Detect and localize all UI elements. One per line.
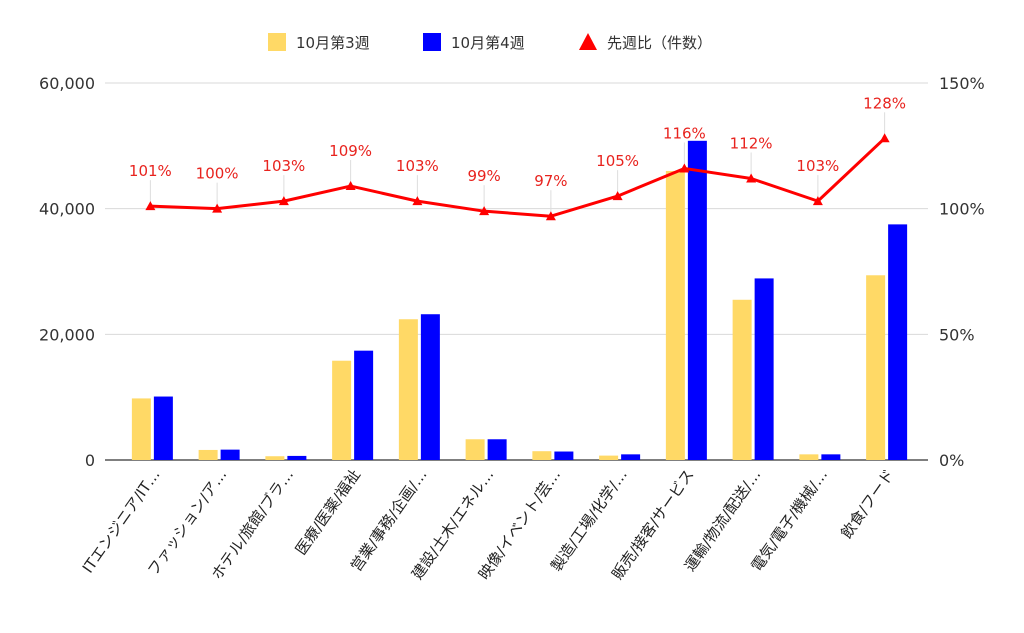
line-point — [879, 133, 890, 143]
line-point — [746, 173, 757, 183]
bar-week3 — [198, 449, 218, 460]
line-point — [345, 181, 356, 191]
data-label: 103% — [262, 157, 305, 175]
line-point — [278, 196, 289, 206]
bar-week4 — [354, 350, 374, 460]
y-right-tick-label: 0% — [939, 451, 964, 470]
bar-week4 — [487, 439, 507, 460]
bar-week3 — [866, 275, 886, 460]
line-point — [479, 206, 490, 216]
data-label: 105% — [596, 152, 639, 170]
bar-week3 — [665, 170, 685, 460]
data-label: 97% — [534, 172, 567, 190]
data-label: 116% — [663, 124, 706, 142]
legend-swatch-week3 — [268, 33, 286, 51]
bar-week4 — [153, 396, 173, 460]
bar-week4 — [687, 140, 707, 460]
x-tick-label: 医療/医薬/福祉 — [292, 466, 364, 558]
data-label: 109% — [329, 142, 372, 160]
bar-week4 — [888, 224, 908, 460]
line-point — [679, 163, 690, 173]
line-ratio — [150, 137, 886, 218]
x-tick-label: 飲食/フード — [837, 466, 898, 542]
data-label: 100% — [196, 165, 239, 183]
legend-label: 10月第3週 — [296, 34, 370, 52]
bar-week4 — [554, 451, 574, 460]
y-left-tick-label: 20,000 — [39, 325, 95, 344]
y-left-tick-label: 40,000 — [39, 200, 95, 219]
bar-week3 — [398, 319, 418, 460]
bar-week4 — [220, 449, 240, 460]
line-point — [612, 191, 623, 201]
y-left-tick-label: 60,000 — [39, 74, 95, 93]
data-label: 99% — [467, 167, 500, 185]
bar-week4 — [420, 314, 440, 460]
bar-week3 — [532, 451, 552, 460]
bar-week4 — [754, 278, 774, 460]
line-point — [812, 196, 823, 206]
bar-week4 — [621, 454, 641, 460]
data-label: 128% — [863, 94, 906, 112]
legend-label: 10月第4週 — [451, 34, 525, 52]
data-label: 103% — [796, 157, 839, 175]
bar-week3 — [265, 456, 285, 460]
y-right-tick-label: 50% — [939, 325, 975, 344]
bar-week3 — [131, 398, 151, 460]
line-point — [145, 201, 156, 211]
line-point — [412, 196, 423, 206]
line-point — [212, 203, 223, 213]
y-right-tick-label: 100% — [939, 200, 985, 219]
legend-label: 先週比（件数） — [607, 34, 712, 52]
bar-week3 — [465, 439, 485, 460]
y-right-tick-label: 150% — [939, 74, 985, 93]
bar-week3 — [599, 455, 619, 460]
bar-week4 — [821, 454, 841, 460]
data-label: 101% — [129, 162, 172, 180]
bar-week4 — [287, 455, 307, 460]
data-label: 103% — [396, 157, 439, 175]
legend-marker-ratio — [579, 33, 597, 50]
legend-swatch-week4 — [423, 33, 441, 51]
line-point — [545, 211, 556, 221]
bar-week3 — [732, 299, 752, 460]
data-label: 112% — [730, 135, 773, 153]
y-left-tick-label: 0 — [85, 451, 95, 470]
bar-week3 — [332, 360, 352, 460]
bar-week3 — [799, 454, 819, 460]
